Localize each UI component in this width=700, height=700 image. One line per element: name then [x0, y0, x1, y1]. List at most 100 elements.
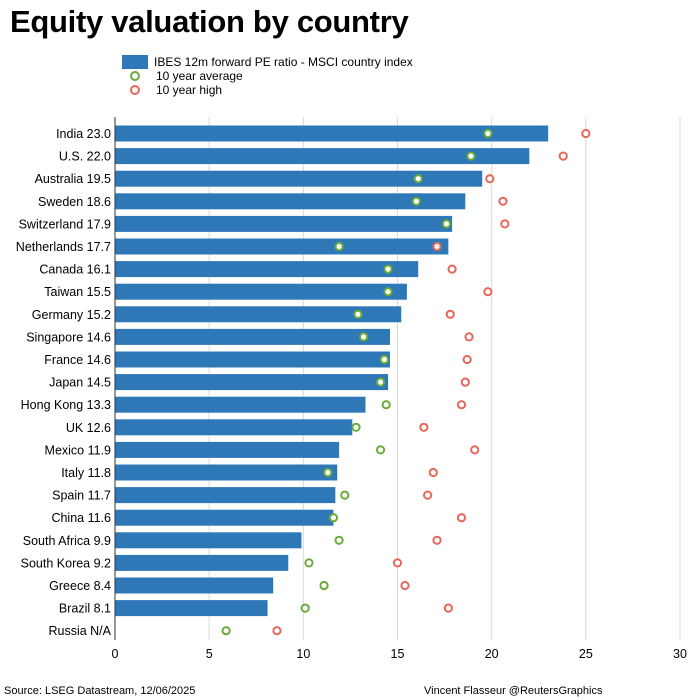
- ten-year-average-dot: [351, 422, 361, 432]
- ten-year-high-dot: [456, 400, 467, 410]
- ten-year-high-dot: [419, 422, 429, 432]
- pe-ratio-bar: [115, 487, 336, 504]
- category-label: Brazil 8.1: [59, 602, 111, 616]
- ten-year-high-dot: [470, 445, 480, 455]
- legend-average-label: 10 year average: [156, 69, 243, 83]
- category-label: Germany 15.2: [32, 308, 111, 322]
- category-label: Spain 11.7: [52, 489, 111, 503]
- legend-high-label: 10 year high: [156, 83, 223, 97]
- ten-year-high-dot: [392, 558, 403, 568]
- pe-ratio-bar: [115, 509, 334, 526]
- ten-year-average-dot: [375, 445, 386, 455]
- legend-item-average: 10 year average: [122, 69, 413, 83]
- x-tick-label: 20: [485, 647, 499, 661]
- category-label: Sweden 18.6: [38, 195, 111, 209]
- ten-year-average-dot: [359, 332, 369, 342]
- ten-year-average-dot: [340, 490, 350, 500]
- category-label: Taiwan 15.5: [44, 285, 111, 299]
- ten-year-high-dot: [558, 151, 568, 161]
- category-label: India 23.0: [56, 127, 111, 141]
- ten-year-average-dot: [353, 309, 363, 319]
- category-label: Russia N/A: [48, 624, 111, 638]
- pe-ratio-bar: [115, 125, 549, 142]
- ten-year-average-dot: [300, 603, 310, 613]
- pe-ratio-bar: [115, 148, 530, 165]
- legend-item-bar: IBES 12m forward PE ratio - MSCI country…: [122, 55, 413, 69]
- x-tick-label: 5: [206, 647, 213, 661]
- ten-year-high-dot: [581, 128, 591, 139]
- pe-ratio-bar: [115, 170, 483, 187]
- pe-ratio-bar: [115, 193, 466, 210]
- ten-year-average-dot: [304, 558, 314, 568]
- ten-year-average-dot: [441, 219, 452, 229]
- ten-year-average-dot: [334, 535, 344, 545]
- category-label: Netherlands 17.7: [16, 240, 111, 254]
- ten-year-high-dot: [498, 196, 508, 206]
- pe-ratio-bar: [115, 215, 453, 232]
- ten-year-high-dot: [428, 467, 438, 478]
- category-label: Singapore 14.6: [26, 330, 111, 344]
- pe-ratio-bar: [115, 261, 419, 278]
- ten-year-high-dot: [462, 354, 472, 365]
- category-label: Mexico 11.9: [45, 443, 112, 457]
- category-label: Japan 14.5: [49, 376, 111, 390]
- ten-year-high-dot: [460, 377, 470, 387]
- pe-ratio-bar: [115, 283, 407, 300]
- ten-year-average-dot: [411, 196, 421, 206]
- legend-average-swatch: [130, 71, 140, 81]
- category-label: France 14.6: [44, 353, 111, 367]
- category-label: UK 12.6: [66, 421, 111, 435]
- legend-high-swatch: [130, 85, 140, 95]
- pe-ratio-bar: [115, 306, 402, 323]
- x-tick-label: 10: [296, 647, 310, 661]
- category-label: U.S. 22.0: [59, 150, 111, 164]
- ten-year-average-dot: [381, 400, 391, 410]
- pe-ratio-bar: [115, 441, 340, 458]
- ten-year-high-dot: [423, 490, 433, 500]
- category-label: Hong Kong 13.3: [21, 398, 111, 412]
- pe-ratio-bar: [115, 351, 390, 368]
- source-note: Source: LSEG Datastream, 12/06/2025: [4, 685, 196, 697]
- pe-ratio-bar: [115, 532, 302, 549]
- ten-year-average-dot: [413, 174, 423, 184]
- category-label: China 11.6: [51, 511, 111, 525]
- ten-year-high-dot: [445, 309, 455, 319]
- x-tick-label: 30: [673, 647, 687, 661]
- chart-title: Equity valuation by country: [10, 4, 409, 39]
- ten-year-high-dot: [432, 535, 442, 545]
- ten-year-high-dot: [464, 332, 474, 342]
- ten-year-high-dot: [485, 174, 495, 184]
- category-label: South Korea 9.2: [21, 556, 111, 570]
- pe-ratio-bar: [115, 464, 338, 481]
- legend-item-high: 10 year high: [122, 83, 413, 97]
- ten-year-high-dot: [447, 264, 457, 274]
- pe-ratio-bar: [115, 577, 274, 594]
- category-label: Switzerland 17.9: [19, 217, 111, 231]
- pe-ratio-bar: [115, 600, 268, 617]
- ten-year-high-dot: [483, 287, 493, 297]
- pe-ratio-bar: [115, 374, 389, 391]
- ten-year-average-dot: [383, 264, 393, 274]
- legend: IBES 12m forward PE ratio - MSCI country…: [122, 55, 413, 97]
- pe-ratio-bar: [115, 396, 366, 413]
- ten-year-high-dot: [443, 603, 453, 613]
- legend-bar-swatch: [122, 55, 148, 69]
- pe-ratio-bar: [115, 238, 449, 255]
- category-label: Australia 19.5: [35, 172, 111, 186]
- ten-year-average-dot: [375, 377, 386, 387]
- ten-year-high-dot: [272, 626, 282, 636]
- category-label: Italy 11.8: [61, 466, 111, 480]
- ten-year-high-dot: [400, 580, 410, 591]
- x-tick-label: 25: [579, 647, 593, 661]
- credit-note: Vincent Flasseur @ReutersGraphics: [424, 685, 603, 697]
- ten-year-average-dot: [379, 354, 389, 365]
- category-label: Greece 8.4: [49, 579, 111, 593]
- ten-year-high-dot: [432, 241, 442, 252]
- ten-year-average-dot: [466, 151, 476, 161]
- category-label: Canada 16.1: [39, 263, 111, 277]
- ten-year-average-dot: [483, 128, 493, 139]
- ten-year-average-dot: [221, 626, 231, 636]
- pe-ratio-bar: [115, 419, 353, 436]
- ten-year-average-dot: [319, 580, 329, 591]
- ten-year-high-dot: [500, 219, 510, 229]
